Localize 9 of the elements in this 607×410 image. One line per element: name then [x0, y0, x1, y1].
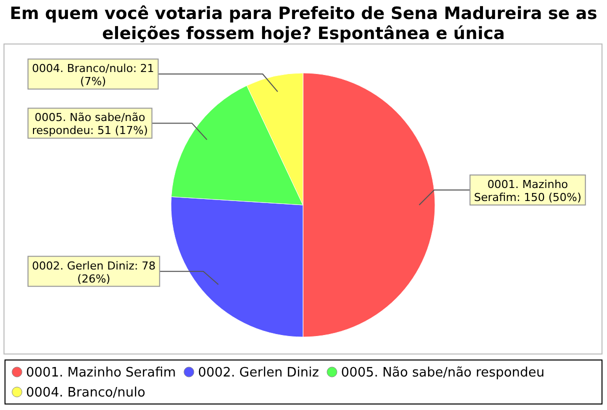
- legend-label: 0002. Gerlen Diniz: [198, 366, 320, 380]
- legend-label: 0004. Branco/nulo: [26, 386, 146, 400]
- chart-title: Em quem você votaria para Prefeito de Sena Madureira se as eleições fossem hoje? Espontânea e única: [10, 4, 598, 44]
- legend-label: 0001. Mazinho Serafim: [26, 366, 176, 380]
- legend-label: 0005. Não sabe/não respondeu: [340, 366, 545, 380]
- data-label: 0004. Branco/nulo: 21 (7%): [32, 62, 154, 88]
- data-label: 0005. Não sabe/não respondeu: 51 (17%): [32, 111, 148, 138]
- data-label: 0002. Gerlen Diniz: 78 (26%): [32, 259, 156, 286]
- data-label: 0001. Mazinho Serafim: 150 (50%): [474, 178, 582, 204]
